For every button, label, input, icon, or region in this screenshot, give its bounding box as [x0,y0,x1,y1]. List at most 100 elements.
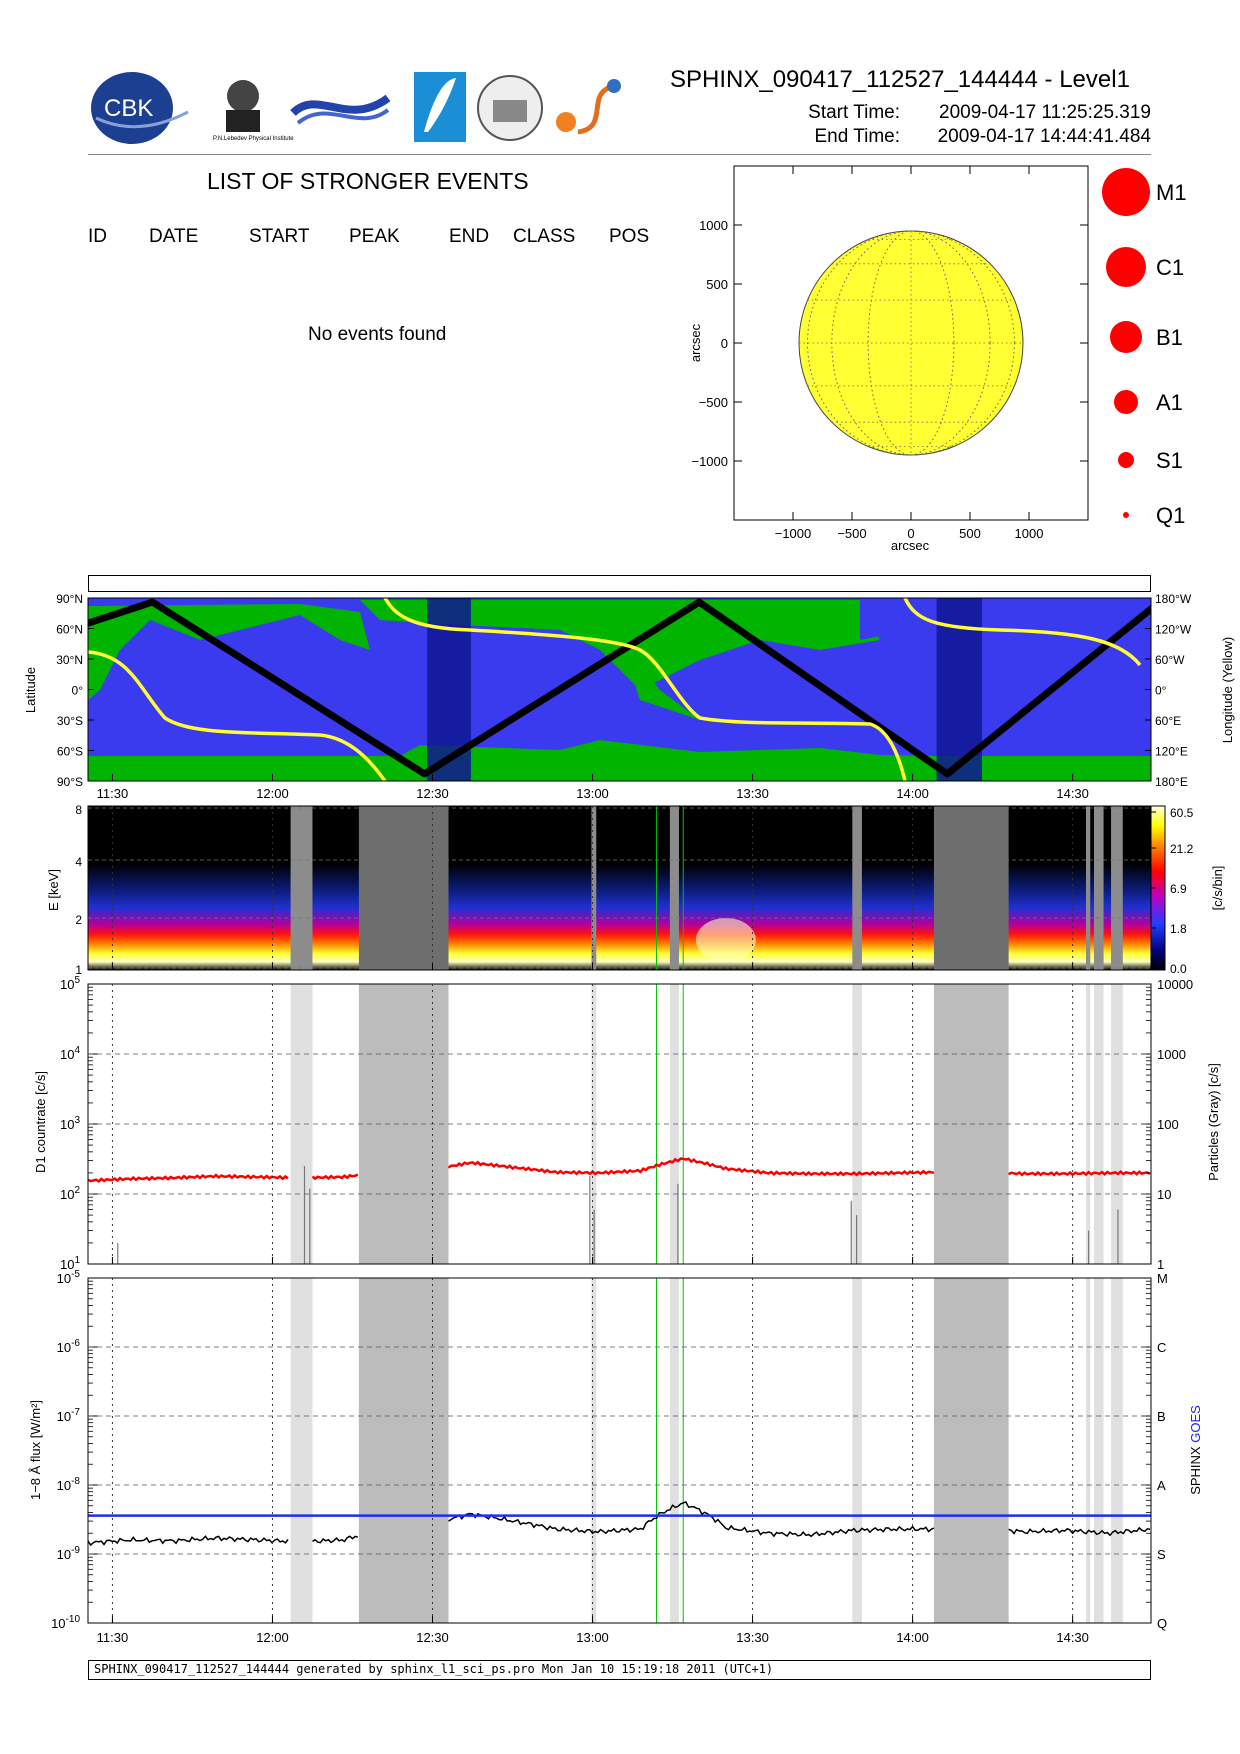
longitude-track [88,650,387,781]
flux-ytick-right-label: S [1157,1547,1166,1562]
start-time-value: 2009-04-17 11:25:25.319 [939,102,1151,123]
legend-label-b1: B1 [1156,325,1183,350]
legend-label-a1: A1 [1156,390,1183,415]
data-gap [1111,1278,1123,1623]
d1-ylabel: D1 countrate [c/s] [33,1071,48,1173]
flux-ylabel-sphinx: SPHINX [1188,1446,1203,1495]
legend-marker-q1 [1123,512,1129,518]
flux-ytick-label: 10-8 [57,1476,81,1493]
spectrogram-flare-bump [695,918,756,962]
flux-time-label: 11:30 [97,1630,129,1645]
data-gap [591,1278,597,1623]
sun-xtick-label: −500 [837,526,866,541]
events-col-end: END [449,226,490,247]
events-col-pos: POS [609,226,650,247]
flux-ytick-right-label: B [1157,1409,1166,1424]
orbit-time-label: 12:00 [256,786,289,801]
antarctic-land [88,740,1151,781]
sun-xtick-label: 0 [907,526,914,541]
data-gap [1111,806,1123,970]
cbk-logo-text: CBK [104,95,153,122]
events-col-class: CLASS [513,226,576,247]
land-region [620,640,700,720]
d1-countrate-line [88,1173,289,1183]
orbit-ytick-right-label: 120°W [1155,623,1192,637]
d1-ytick-right-label: 1000 [1157,1047,1186,1062]
orbit-time-label: 14:00 [896,786,929,801]
colorbar-label: [c/s/bin] [1210,866,1225,911]
d1-ytick-right-label: 10 [1157,1187,1171,1202]
svg-text:SPHINX GOES: SPHINX GOES [1188,1405,1203,1495]
flux-time-label: 12:30 [416,1630,449,1645]
d1-ytick-label: 102 [60,1185,80,1202]
orbit-ytick-label: 90°N [56,592,83,606]
orbit-ytick-label: 90°S [57,775,83,789]
orbit-ytick-right-label: 180°E [1155,775,1188,789]
latitude-track [88,598,1151,778]
sphinx-flux-line [312,1535,358,1544]
colorbar-tick-label: 6.9 [1170,882,1187,896]
sun-xtick-label: −1000 [775,526,812,541]
orbit-ytick-label: 30°S [57,714,83,728]
flux-ytick-right-label: A [1157,1478,1166,1493]
flux-ytick-right-label: M [1157,1271,1168,1286]
orbit-time-label: 14:30 [1056,786,1089,801]
flux-time-label: 14:00 [896,1630,929,1645]
lebedev-logo: P.N.Lebedev Physical Institute [213,80,294,142]
legend-label-m1: M1 [1156,180,1187,205]
sun-ytick-label: 0 [721,336,728,351]
data-gap [290,806,313,970]
svg-text:P.N.Lebedev Physical Institute: P.N.Lebedev Physical Institute [213,136,294,142]
d1-ytick-label: 101 [60,1255,80,1272]
data-gap [669,806,679,970]
data-gap [1085,806,1091,970]
d1-ylabel-right: Particles (Gray) [c/s] [1206,1063,1221,1181]
orbit-time-label: 11:30 [97,786,129,801]
data-gap [358,1278,449,1623]
spectrogram-panel: 8 4 2 1 E [keV] 60.5 21.2 6.9 1.8 0.0 [c/s/bin] [46,803,1225,977]
sun-xtick-label: 1000 [1015,526,1044,541]
data-gap [358,806,449,970]
colorbar-tick-label: 1.8 [1170,922,1187,936]
d1-ytick-label: 104 [60,1045,80,1062]
data-gap [933,806,1009,970]
sun-ytick-label: 1000 [699,218,728,233]
d1-countrate-line [1008,1170,1151,1177]
orbit-ytick-label: 60°N [56,623,83,637]
spectrogram-ytick-label: 4 [75,855,82,869]
events-title: LIST OF STRONGER EVENTS [207,168,529,194]
disk-longitude-line [807,230,1015,456]
flux-ytick-right-label: Q [1157,1616,1167,1631]
legend-marker-m1 [1102,168,1150,216]
cbk-logo: CBK [91,72,189,144]
status-bar [88,575,1151,592]
observatory-seal-logo [477,75,543,141]
longitude-track [903,598,1142,667]
orbit-ytick-right-label: 120°E [1155,745,1188,759]
flux-ytick-label: 10-6 [57,1338,81,1355]
end-time-label: End Time: [814,126,900,147]
orbit-ytick-label: 60°S [57,745,83,759]
flare-class-legend: M1 C1 B1 A1 S1 Q1 [1102,168,1187,528]
longitude-track [383,598,907,781]
data-gap [933,1278,1009,1623]
footer-text: SPHINX_090417_112527_144444 generated by… [94,1662,774,1676]
sphinx-flux-line [448,1500,935,1538]
flux-time-label: 13:00 [576,1630,609,1645]
spectrogram-ytick-label: 8 [75,803,82,817]
data-gap [290,1278,313,1623]
xray-flux-panel: 10-5 10-6 10-7 10-8 10-9 10-10 M C B A S Q 1−8 Å fl… [28,1269,1203,1631]
flux-ytick-right-label: C [1157,1340,1166,1355]
orbit-ylabel: Latitude [23,667,38,713]
flux-ytick-label: 10-10 [51,1614,80,1631]
spectrogram-ylabel: E [keV] [46,869,61,911]
d1-countrate-line [311,1173,359,1181]
flux-ytick-label: 10-5 [57,1269,81,1286]
flux-ytick-label: 10-7 [57,1407,81,1424]
d1-ytick-right-label: 1 [1157,1257,1164,1272]
d1-ytick-label: 103 [60,1115,80,1132]
header-divider [88,154,1151,155]
end-time-value: 2009-04-17 14:44:41.484 [937,126,1151,147]
orbit-ytick-right-label: 180°W [1155,592,1192,606]
